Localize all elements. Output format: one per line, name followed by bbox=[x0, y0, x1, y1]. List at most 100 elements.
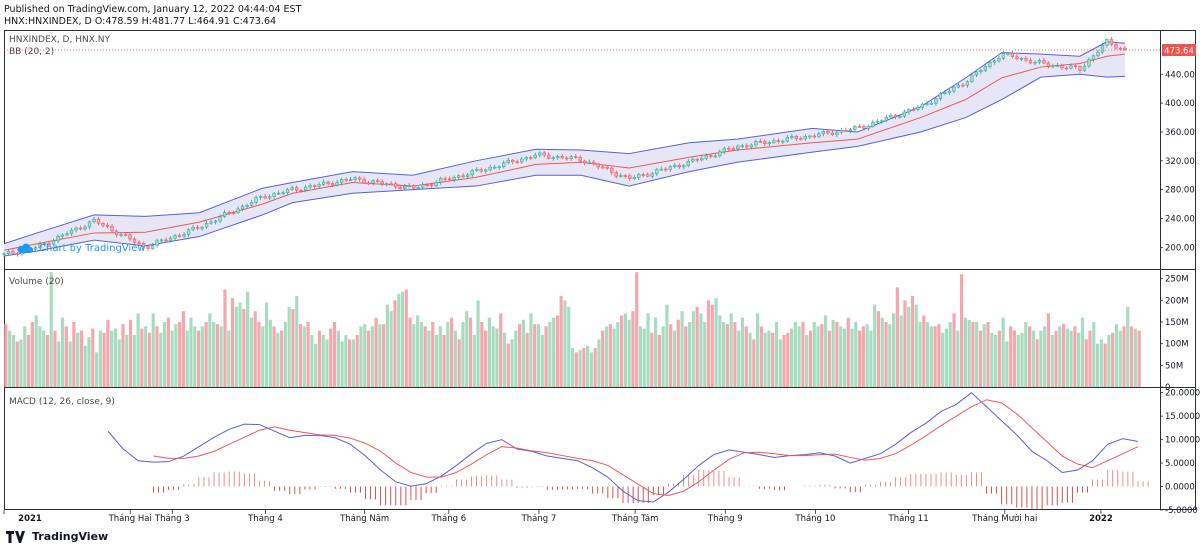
volume-bar bbox=[306, 322, 310, 387]
volume-bar bbox=[899, 315, 903, 387]
candle-body bbox=[1069, 65, 1073, 69]
candle-body bbox=[2, 253, 6, 255]
volume-bar bbox=[461, 322, 465, 387]
volume-bar bbox=[272, 326, 276, 387]
volume-bar bbox=[431, 322, 435, 387]
candle-body bbox=[240, 205, 245, 210]
macd-tick-label: 15.0000 bbox=[1165, 412, 1200, 422]
volume-bar bbox=[1118, 330, 1122, 387]
candle-body bbox=[168, 237, 173, 241]
candle-body bbox=[776, 140, 780, 142]
volume-bar bbox=[453, 330, 457, 387]
time-tick-label: Tháng Hai bbox=[108, 514, 152, 524]
bb-indicator-label[interactable]: BB (20, 2) bbox=[9, 47, 55, 57]
candle-body bbox=[182, 234, 186, 237]
candle-body bbox=[403, 185, 407, 189]
candle-body bbox=[529, 157, 533, 159]
volume-bar bbox=[733, 322, 737, 387]
candle-body bbox=[394, 183, 398, 188]
volume-bar bbox=[589, 352, 593, 387]
candle-body bbox=[785, 137, 789, 142]
volume-bar bbox=[805, 335, 809, 387]
volume-bar bbox=[714, 298, 718, 387]
watermark-text: Chart by TradingView bbox=[39, 243, 146, 254]
candle-body bbox=[799, 138, 803, 140]
volume-bar bbox=[1046, 313, 1051, 387]
candle-body bbox=[1114, 44, 1118, 49]
volume-bar bbox=[472, 335, 476, 387]
volume-bar bbox=[11, 335, 16, 387]
volume-bar bbox=[914, 304, 918, 387]
candle-body bbox=[763, 141, 767, 144]
candle-body bbox=[33, 247, 38, 250]
candle-body bbox=[484, 169, 488, 172]
volume-label[interactable]: Volume (20) bbox=[9, 277, 64, 287]
macd-label[interactable]: MACD (12, 26, close, 9) bbox=[9, 397, 115, 407]
candle-body bbox=[1051, 65, 1055, 67]
volume-bar bbox=[385, 304, 389, 387]
candle-body bbox=[263, 196, 267, 199]
volume-bar bbox=[722, 322, 726, 387]
candle-body bbox=[961, 84, 965, 87]
volume-bar bbox=[132, 335, 136, 387]
candle-body bbox=[1118, 47, 1123, 50]
volume-bar bbox=[616, 322, 620, 387]
volume-bar bbox=[1001, 317, 1005, 387]
candle-body bbox=[1015, 56, 1019, 59]
volume-bar bbox=[476, 300, 480, 387]
price-tick-label: 360.00 bbox=[1165, 128, 1195, 138]
candle-body bbox=[677, 165, 681, 168]
volume-bar bbox=[64, 326, 68, 387]
volume-bar bbox=[831, 319, 835, 387]
volume-bar bbox=[646, 313, 650, 387]
volume-bar bbox=[110, 330, 114, 387]
volume-bar bbox=[676, 319, 680, 387]
volume-bar bbox=[310, 335, 314, 387]
volume-bar bbox=[102, 332, 106, 387]
candle-body bbox=[601, 166, 605, 169]
candle-body bbox=[893, 114, 898, 118]
volume-bar bbox=[944, 328, 949, 387]
time-tick-label: Tháng 4 bbox=[247, 514, 283, 524]
volume-bar bbox=[1065, 328, 1069, 387]
volume-bar bbox=[57, 341, 61, 387]
volume-bar bbox=[502, 332, 507, 387]
volume-bar bbox=[1077, 332, 1081, 387]
watermark[interactable]: Chart by TradingView bbox=[17, 243, 146, 254]
candle-body bbox=[245, 205, 249, 207]
volume-bar bbox=[1005, 341, 1009, 387]
volume-bar bbox=[563, 300, 567, 387]
volume-bar bbox=[8, 330, 12, 387]
volume-tick-label: 50M bbox=[1165, 361, 1183, 371]
candle-body bbox=[470, 170, 474, 176]
volume-bar bbox=[737, 330, 741, 387]
candle-body bbox=[664, 168, 668, 171]
volume-bar bbox=[869, 330, 873, 387]
volume-bar bbox=[253, 311, 257, 387]
volume-bar bbox=[604, 326, 609, 387]
volume-bar bbox=[1111, 332, 1115, 387]
candle-body bbox=[538, 152, 542, 156]
volume-bar bbox=[661, 326, 665, 387]
volume-bar bbox=[842, 328, 847, 387]
volume-bar bbox=[291, 309, 295, 387]
volume-bar bbox=[967, 319, 971, 387]
volume-bar bbox=[521, 319, 525, 387]
volume-bar bbox=[1122, 326, 1126, 387]
volume-bar bbox=[370, 326, 374, 387]
candle-body bbox=[979, 70, 983, 73]
volume-bar bbox=[91, 328, 95, 387]
time-tick-label: Tháng Năm bbox=[339, 514, 389, 524]
candle-body bbox=[803, 136, 807, 140]
volume-bar bbox=[956, 330, 960, 387]
volume-bar bbox=[854, 322, 858, 387]
time-tick-label: Tháng Tám bbox=[611, 514, 659, 524]
candle-body bbox=[817, 133, 821, 137]
volume-bar bbox=[1088, 330, 1092, 387]
chart-area[interactable]: 473.64 200.00 240.00 280.00 320.00 360.00 400.… bbox=[0, 0, 1200, 526]
volume-bar bbox=[242, 309, 246, 387]
volume-bar bbox=[200, 326, 204, 387]
candle-body bbox=[623, 175, 627, 177]
volume-bar bbox=[491, 326, 495, 387]
volume-bar bbox=[506, 343, 510, 387]
